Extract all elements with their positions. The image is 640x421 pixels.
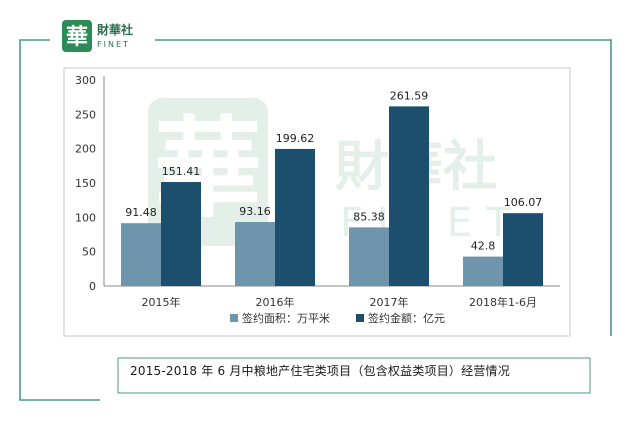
legend-swatch: [356, 314, 364, 322]
y-tick-label: 50: [82, 246, 96, 259]
data-label: 93.16: [239, 205, 271, 218]
chart-box: [63, 67, 571, 337]
legend-label: 签约金额：亿元: [368, 311, 445, 325]
y-tick-label: 0: [89, 280, 96, 293]
data-label: 91.48: [125, 206, 157, 219]
plot-area: 0 50 100 150 200 250 300 2015年 91.48 151.41 2016年 9…: [75, 74, 560, 309]
bar-series2: [275, 148, 315, 286]
x-tick-label: 2015年: [142, 295, 181, 309]
data-label: 199.62: [276, 132, 315, 145]
data-label: 42.8: [471, 240, 496, 253]
bar-series2: [503, 213, 543, 286]
data-label: 151.41: [162, 165, 201, 178]
y-tick-label: 150: [75, 177, 96, 190]
frame-border: [19, 39, 612, 401]
x-tick-label: 2017年: [370, 295, 409, 309]
bar-series2: [161, 182, 201, 286]
data-label: 106.07: [504, 196, 543, 209]
bar-series1: [235, 222, 275, 286]
bar-series1: [463, 256, 503, 286]
logo-name-cn: 財華社: [96, 22, 133, 37]
logo-name-en: FINET: [97, 40, 130, 49]
y-tick-label: 200: [75, 143, 96, 156]
legend: 签约面积：万平米 签约金额：亿元: [230, 311, 445, 325]
y-tick-label: 300: [75, 74, 96, 87]
logo-glyph: 華: [66, 25, 88, 50]
data-label: 261.59: [390, 89, 429, 102]
chart-caption: 2015-2018 年 6 月中粮地产住宅类项目（包含权益类项目）经营情况: [130, 364, 510, 378]
x-tick-label: 2016年: [256, 295, 295, 309]
x-tick-label: 2018年1-6月: [469, 295, 537, 309]
legend-label: 签约面积：万平米: [242, 311, 330, 325]
bar-series1: [349, 227, 389, 286]
bar-series1: [121, 223, 161, 286]
legend-swatch: [230, 314, 238, 322]
y-tick-label: 250: [75, 108, 96, 121]
data-label: 85.38: [353, 210, 385, 223]
y-tick-label: 100: [75, 211, 96, 224]
finet-logo: 華 財華社 FINET: [62, 20, 133, 52]
bar-series2: [389, 106, 429, 286]
